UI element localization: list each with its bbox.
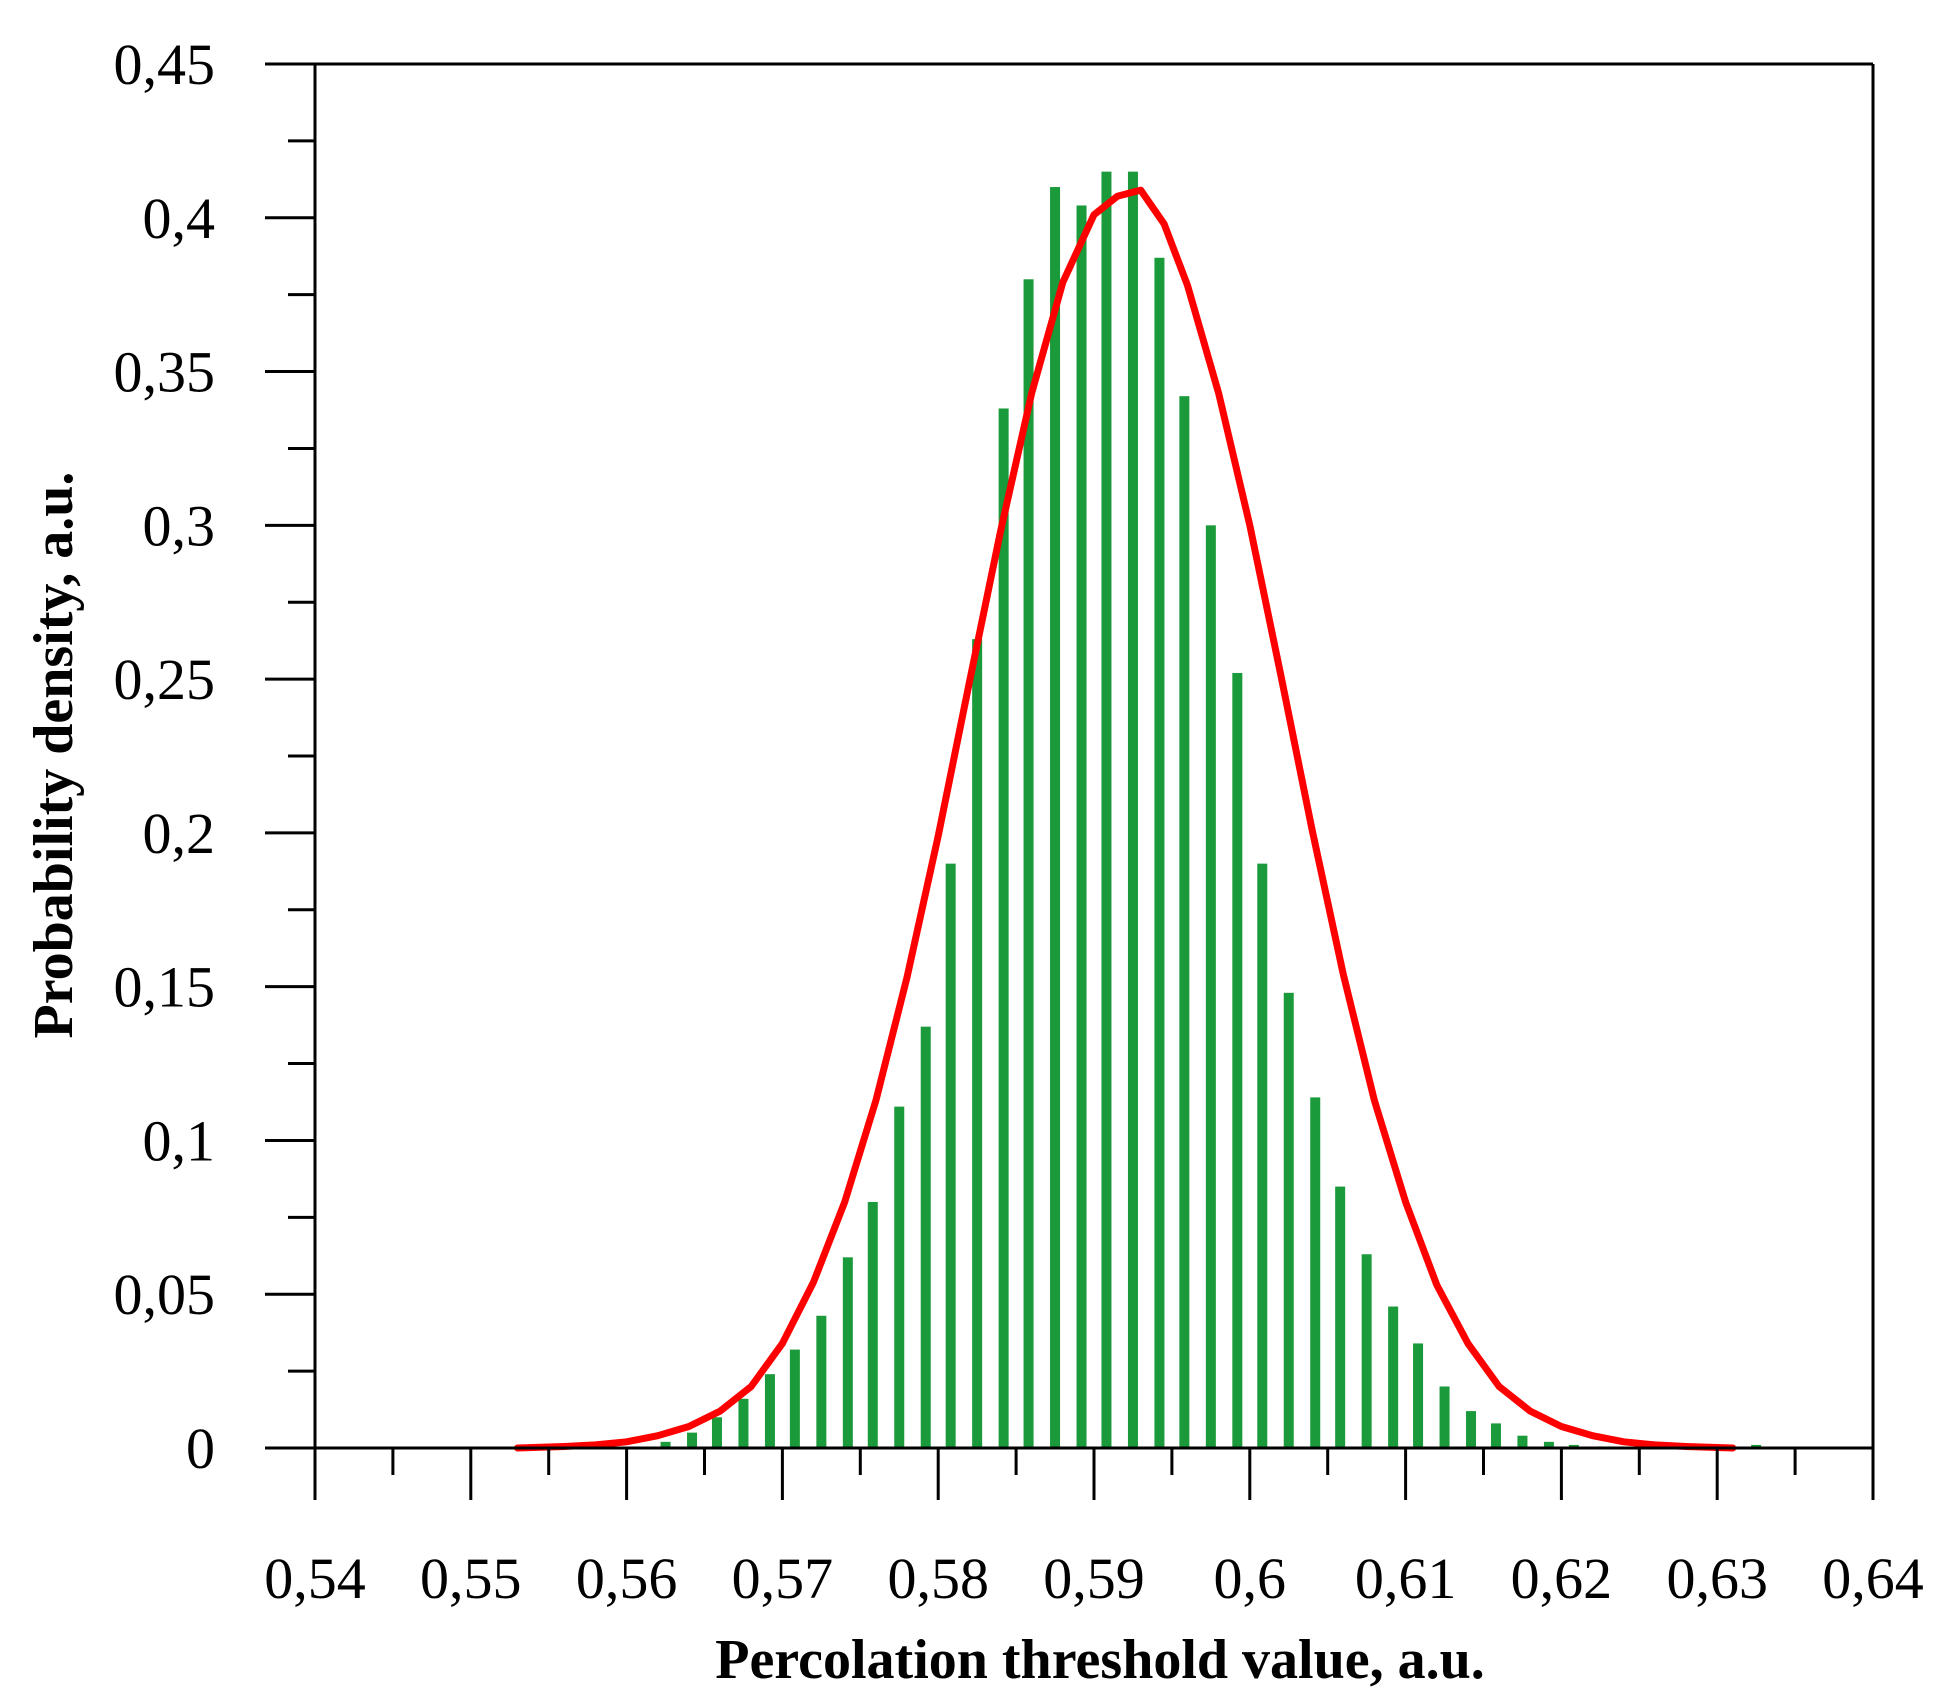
histogram-bar [816,1315,827,1448]
histogram-bar [1490,1423,1501,1448]
histogram-bar [1543,1441,1554,1448]
histogram-bar [1310,1097,1321,1448]
histogram-bar [1388,1306,1399,1448]
histogram-bar [894,1106,905,1448]
y-tick-label: 0,4 [143,186,216,251]
histogram-bar [1023,279,1034,1449]
x-tick-label: 0,55 [420,1546,522,1611]
histogram-bar [1179,396,1190,1448]
x-tick-labels: 0,54 0,55 0,56 0,57 0,58 0,59 0,6 0,61 0,62 0,63 0… [264,1546,1924,1611]
histogram-bar [920,1026,931,1448]
y-tick-label: 0,35 [114,340,216,405]
y-tick-label: 0,3 [143,493,216,558]
histogram-bar [1257,863,1268,1448]
density-curve-line [514,186,1737,1452]
y-tick-labels: 0 0,05 0,1 0,15 0,2 0,25 0,3 0,35 0,4 0,45 [114,32,216,1481]
histogram-bar [1101,171,1112,1449]
histogram-bar [1335,1186,1346,1448]
histogram-bar [867,1201,878,1448]
histogram-bar [711,1417,722,1448]
y-tick-label: 0,45 [114,32,216,97]
y-tick-label: 0,15 [114,955,216,1020]
histogram-bar [687,1432,698,1448]
histogram-bar [1439,1386,1450,1448]
y-tick-label: 0,25 [114,647,216,712]
x-tick-label: 0,64 [1822,1546,1924,1611]
x-tick-label: 0,54 [264,1546,366,1611]
histogram-bar [972,639,983,1448]
histogram-bar [1205,525,1216,1448]
histogram-bar [1413,1343,1424,1448]
histogram-bar [1154,257,1165,1448]
x-tick-label: 0,63 [1666,1546,1768,1611]
histogram-bar [1076,205,1087,1448]
histogram-bar [1751,1444,1762,1448]
y-axis-title: Probability density, a.u. [23,472,85,1039]
y-tick-label: 0,2 [143,801,216,866]
histogram-bar [945,863,956,1448]
histogram-bar [1050,187,1061,1448]
histogram-bar [1361,1254,1372,1448]
histogram-bar [764,1374,775,1448]
y-tick-label: 0 [186,1416,215,1481]
tick-marks [265,62,1875,1500]
histogram-bar [1283,992,1294,1448]
x-tick-label: 0,61 [1355,1546,1457,1611]
y-tick-label: 0,1 [143,1108,216,1173]
x-tick-label: 0,6 [1214,1546,1287,1611]
histogram-bar [1232,672,1243,1448]
histogram-bar [738,1398,749,1448]
histogram-bar [1127,171,1138,1449]
x-tick-label: 0,56 [576,1546,678,1611]
x-tick-label: 0,57 [732,1546,834,1611]
density-curve [514,186,1737,1452]
histogram-bar [842,1257,853,1448]
y-tick-label: 0,05 [114,1262,216,1327]
histogram-bar [789,1349,800,1448]
histogram-bar [1568,1444,1579,1448]
histogram-bar [660,1441,671,1448]
histogram-bar [1466,1411,1477,1448]
x-axis-title: Percolation threshold value, a.u. [715,1629,1485,1691]
x-tick-label: 0,62 [1511,1546,1613,1611]
histogram-bar [998,408,1009,1449]
x-tick-label: 0,59 [1043,1546,1145,1611]
x-tick-label: 0,58 [887,1546,989,1611]
histogram-bars [660,171,1762,1449]
histogram-bar [1517,1435,1528,1448]
